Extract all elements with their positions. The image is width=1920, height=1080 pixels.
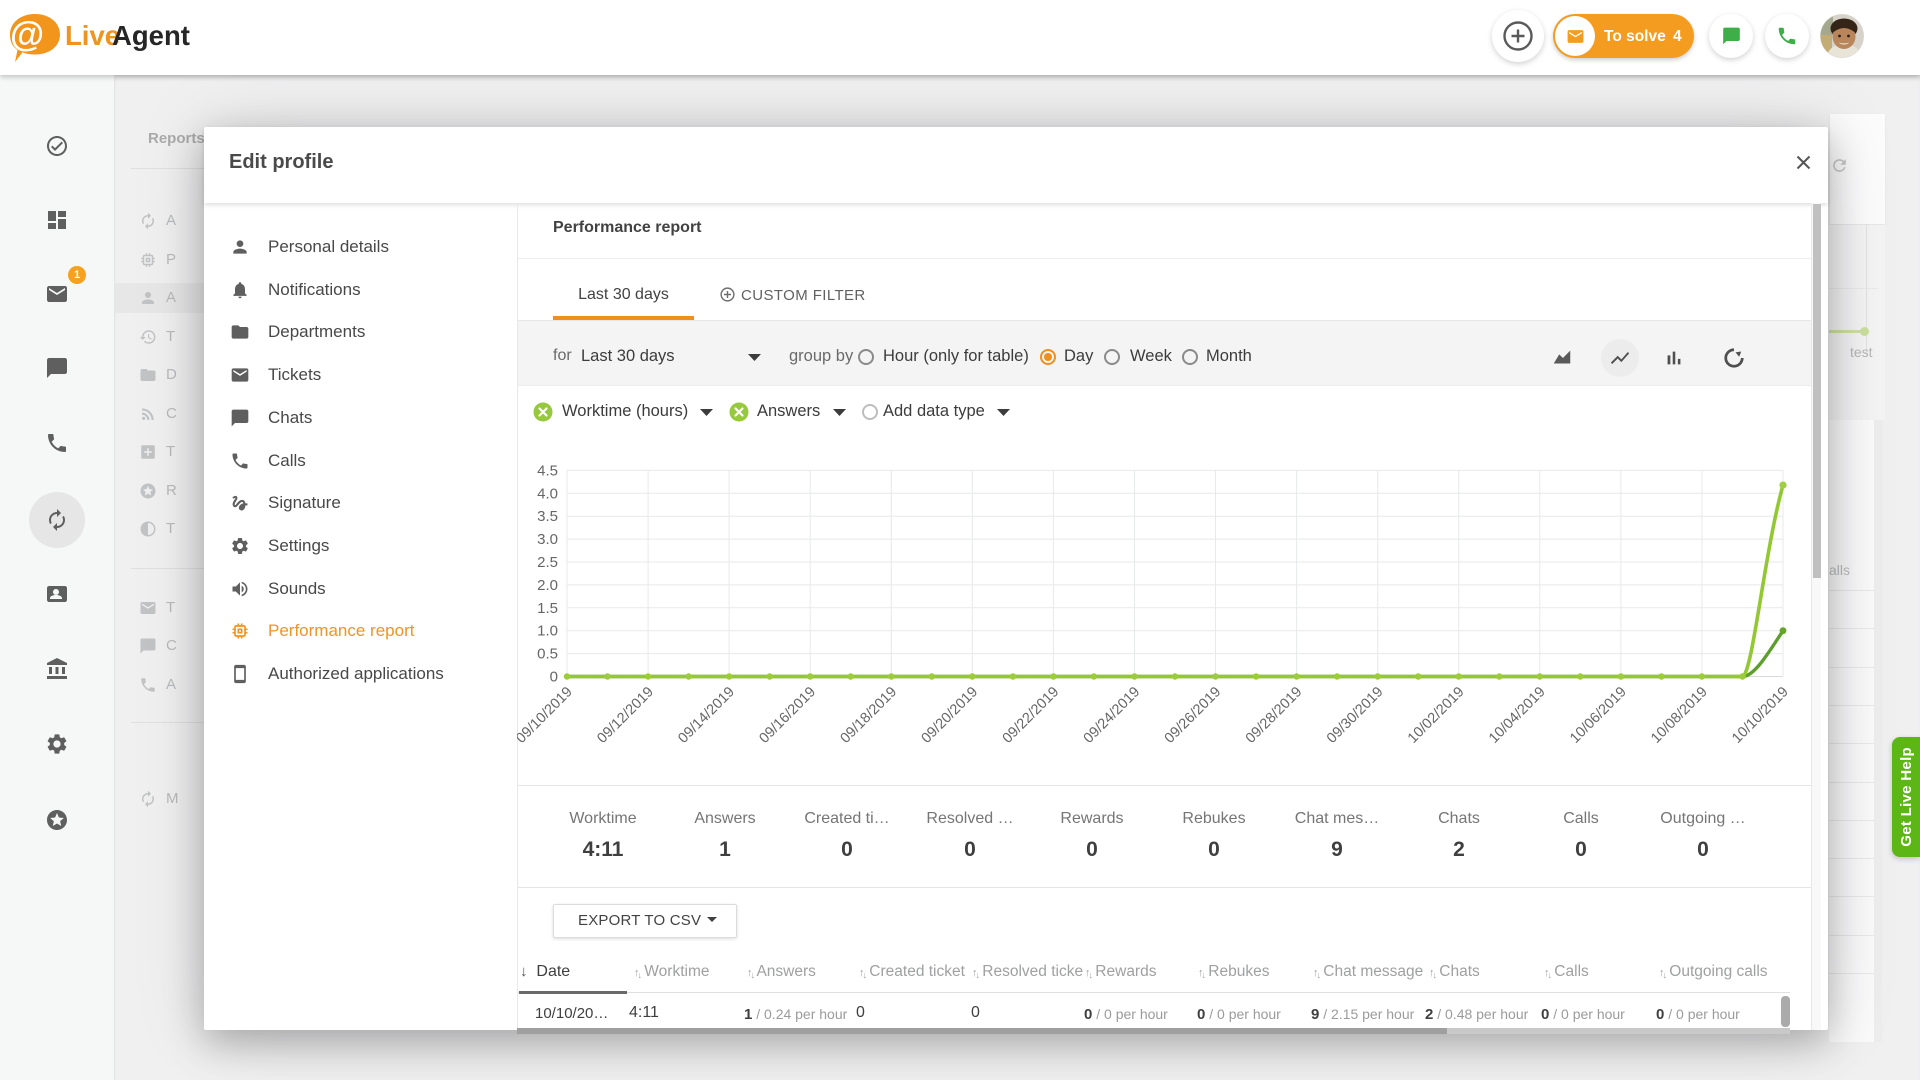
svg-text:Agent: Agent [112,20,190,51]
svg-text:Live: Live [65,20,120,51]
svg-text:@: @ [10,15,44,54]
